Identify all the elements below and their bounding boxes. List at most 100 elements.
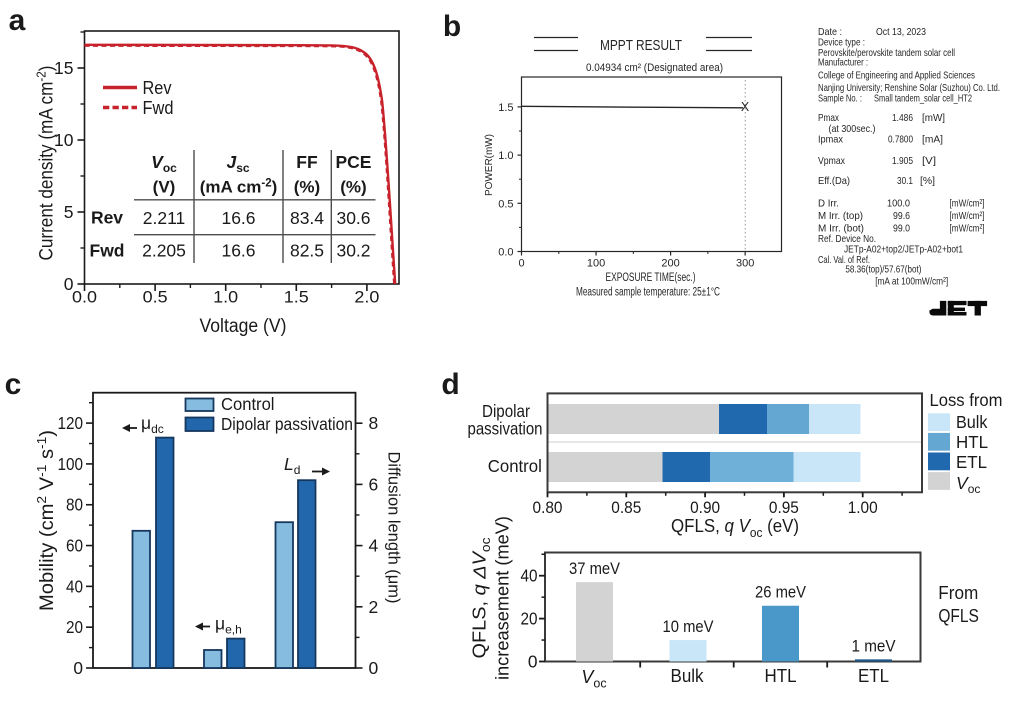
svg-text:16.6: 16.6 xyxy=(221,241,255,261)
svg-text:40: 40 xyxy=(66,576,83,596)
svg-text:15: 15 xyxy=(54,58,73,78)
svg-text:[mW/cm²]: [mW/cm²] xyxy=(950,210,985,222)
svg-text:26 meV: 26 meV xyxy=(755,584,806,602)
svg-text:HTL: HTL xyxy=(956,432,988,452)
svg-text:Manufacturer :: Manufacturer : xyxy=(818,57,868,69)
svg-text:0: 0 xyxy=(369,658,379,678)
svg-text:100: 100 xyxy=(58,454,84,474)
svg-text:1.905: 1.905 xyxy=(892,155,913,167)
svg-text:0.5: 0.5 xyxy=(143,288,168,307)
svg-text:Date :: Date : xyxy=(818,26,842,38)
svg-text:(%): (%) xyxy=(340,178,366,197)
svg-text:(V): (V) xyxy=(153,178,176,197)
svg-text:FF: FF xyxy=(296,152,318,172)
svg-text:POWER(mW): POWER(mW) xyxy=(483,134,495,196)
svg-text:Current density (mA cm-2): Current density (mA cm-2) xyxy=(34,66,58,261)
svg-text:2.211: 2.211 xyxy=(143,208,186,228)
svg-text:58.36(top)/57.67(bot): 58.36(top)/57.67(bot) xyxy=(845,264,921,276)
svg-text:[mW/cm²]: [mW/cm²] xyxy=(950,197,985,209)
svg-text:0: 0 xyxy=(64,274,74,294)
svg-text:8: 8 xyxy=(369,413,379,433)
svg-text:Perovskite/perovskite tandem s: Perovskite/perovskite tandem solar cell xyxy=(818,47,955,59)
svg-text:83.4: 83.4 xyxy=(290,208,324,228)
svg-text:Dipolar passivation: Dipolar passivation xyxy=(221,414,353,434)
svg-text:1.486: 1.486 xyxy=(892,112,913,124)
svg-text:Small tandem_solar cell_HT2: Small tandem_solar cell_HT2 xyxy=(874,93,972,105)
svg-text:passivation: passivation xyxy=(468,419,543,439)
svg-text:0.0: 0.0 xyxy=(72,288,97,307)
svg-text:Cal. Val. of Ref.: Cal. Val. of Ref. xyxy=(818,254,870,266)
svg-text:1 meV: 1 meV xyxy=(852,637,896,655)
svg-text:6: 6 xyxy=(369,474,379,494)
svg-text:120: 120 xyxy=(58,413,84,433)
svg-text:QFLS, q ΔVoc: QFLS, q ΔVoc xyxy=(470,538,494,659)
svg-text:Bulk: Bulk xyxy=(671,666,705,686)
svg-text:0: 0 xyxy=(528,652,538,672)
svg-text:(mA cm-2): (mA cm-2) xyxy=(200,178,278,197)
svg-text:Jsc: Jsc xyxy=(226,152,249,175)
svg-text:[mW/cm²]: [mW/cm²] xyxy=(950,222,985,234)
svg-text:[V]: [V] xyxy=(922,155,936,167)
svg-text:MPPT RESULT: MPPT RESULT xyxy=(600,38,682,54)
svg-text:2.205: 2.205 xyxy=(142,241,186,261)
svg-text:Diffusion length (μm): Diffusion length (μm) xyxy=(385,452,404,604)
svg-text:Loss from: Loss from xyxy=(930,390,1003,410)
svg-text:40: 40 xyxy=(521,566,538,586)
svg-text:99.0: 99.0 xyxy=(893,222,910,234)
svg-text:increasement (meV): increasement (meV) xyxy=(493,516,513,680)
svg-text:0.7800: 0.7800 xyxy=(888,134,913,146)
svg-text:M Irr. (top): M Irr. (top) xyxy=(818,210,863,222)
svg-text:Pmax: Pmax xyxy=(818,112,840,124)
svg-text:100.0: 100.0 xyxy=(887,197,910,209)
svg-text:0.90: 0.90 xyxy=(690,499,720,517)
svg-text:16.6: 16.6 xyxy=(221,208,255,228)
svg-text:Control: Control xyxy=(221,394,275,414)
svg-text:0.5: 0.5 xyxy=(498,198,513,210)
svg-text:Oct 13, 2023: Oct 13, 2023 xyxy=(876,26,926,38)
svg-text:4: 4 xyxy=(369,536,379,556)
svg-text:QFLS: QFLS xyxy=(938,605,979,626)
svg-text:0: 0 xyxy=(73,658,83,678)
svg-text:300: 300 xyxy=(736,258,754,270)
svg-text:Voltage (V): Voltage (V) xyxy=(200,316,287,337)
svg-text:HTL: HTL xyxy=(765,666,797,686)
svg-text:30.1: 30.1 xyxy=(897,175,913,187)
svg-text:[mW]: [mW] xyxy=(922,112,945,124)
svg-text:37 meV: 37 meV xyxy=(569,560,620,578)
svg-text:10 meV: 10 meV xyxy=(663,618,714,636)
svg-text:Ref. Device No.: Ref. Device No. xyxy=(818,233,876,245)
svg-text:[%]: [%] xyxy=(920,175,935,187)
svg-text:1.5: 1.5 xyxy=(284,288,309,307)
svg-text:0.80: 0.80 xyxy=(533,499,563,517)
svg-text:Device type :: Device type : xyxy=(818,36,865,48)
svg-text:From: From xyxy=(938,582,978,603)
svg-text:d: d xyxy=(441,368,459,401)
svg-text:Ipmax: Ipmax xyxy=(818,134,844,146)
svg-text:Eff.(Da): Eff.(Da) xyxy=(818,175,850,187)
svg-text:Vpmax: Vpmax xyxy=(818,155,846,167)
svg-text:Rev: Rev xyxy=(143,78,172,98)
svg-text:1.0: 1.0 xyxy=(213,288,238,307)
svg-text:EXPOSURE TIME(sec.): EXPOSURE TIME(sec.) xyxy=(606,272,696,284)
svg-text:ETL: ETL xyxy=(956,452,987,472)
svg-text:80: 80 xyxy=(66,495,83,515)
svg-text:82.5: 82.5 xyxy=(290,241,324,261)
svg-text:[mA]: [mA] xyxy=(922,134,943,146)
svg-text:College of Engineering and App: College of Engineering and Applied Scien… xyxy=(818,69,975,81)
svg-text:Dipolar: Dipolar xyxy=(482,401,530,421)
svg-text:a: a xyxy=(9,4,26,37)
svg-text:Sample No. :: Sample No. : xyxy=(818,93,862,105)
svg-text:99.6: 99.6 xyxy=(893,210,910,222)
svg-text:0: 0 xyxy=(518,258,524,270)
svg-text:(%): (%) xyxy=(294,178,320,197)
svg-text:ETL: ETL xyxy=(858,666,889,686)
svg-text:X: X xyxy=(741,100,750,114)
svg-text:30.2: 30.2 xyxy=(336,241,370,261)
svg-text:0.04934 cm² (Designated area): 0.04934 cm² (Designated area) xyxy=(586,62,723,74)
svg-text:Measured sample temperature: 2: Measured sample temperature: 25±1°C xyxy=(576,287,720,299)
svg-text:QFLS, q Voc (eV): QFLS, q Voc (eV) xyxy=(671,515,799,540)
svg-text:JETp-A02+top2/JETp-A02+bot1: JETp-A02+top2/JETp-A02+bot1 xyxy=(844,243,963,255)
svg-text:60: 60 xyxy=(66,536,83,556)
svg-text:1.5: 1.5 xyxy=(498,102,513,114)
svg-text:20: 20 xyxy=(521,609,538,629)
